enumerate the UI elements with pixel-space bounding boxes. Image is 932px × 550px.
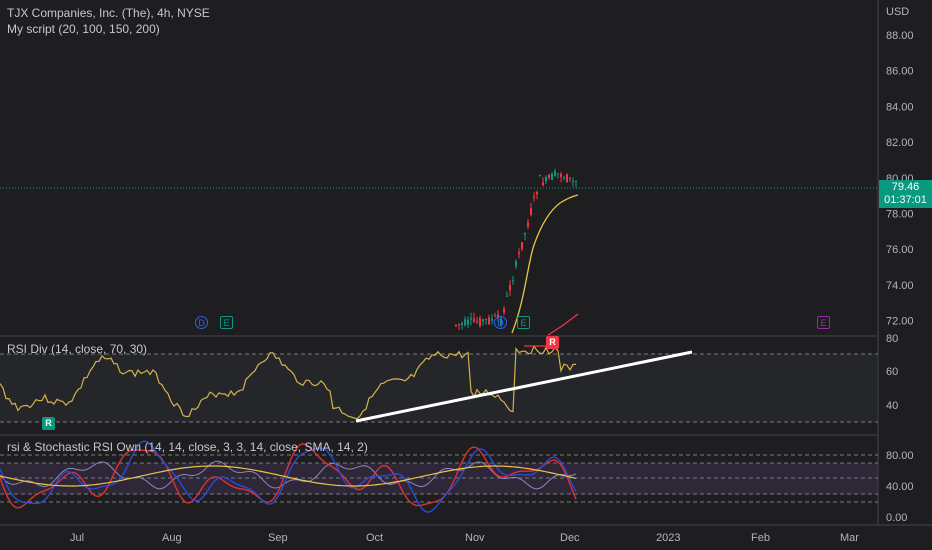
time-axis-tick: Oct [366,532,383,544]
price-axis-tick: 72.00 [886,316,914,328]
candle-body [518,252,520,255]
time-axis-tick: Dec [560,532,580,544]
candle-body [494,315,496,317]
bar-countdown: 01:37:01 [884,194,927,206]
candle-body [491,318,493,321]
bearish-signal-label[interactable]: R [546,336,559,349]
moving-average-line[interactable] [511,194,579,334]
stoch-axis-labels[interactable]: 80.00 40.00 0.00 [886,450,914,524]
time-axis-tick: Jul [70,532,84,544]
candle-body [533,196,535,198]
candle-body [548,175,550,178]
indicator-legend[interactable]: My script (20, 100, 150, 200) [7,22,160,36]
candle-body [524,233,526,235]
candle-body [482,319,484,322]
rsi-trendline[interactable] [355,350,693,423]
rsi-axis-tick: 40 [886,400,898,412]
rsi-legend[interactable]: RSI Div (14, close, 70, 30) [7,342,148,356]
candle-body [476,321,478,323]
candle-body [557,173,559,175]
candle-body [554,170,556,177]
price-axis-tick: 84.00 [886,101,914,113]
price-axis-labels[interactable]: 88.0086.0084.0082.0080.0078.0076.0074.00… [886,30,914,328]
dividend-icon[interactable]: D [494,316,507,329]
time-axis-tick: Sep [268,532,288,544]
stoch-rsi-line[interactable] [0,460,577,490]
candle-body [467,319,469,325]
candle-body [470,318,472,320]
candle-body [566,174,568,183]
candle-body [503,308,505,313]
candle-body [563,177,565,179]
earnings-icon[interactable]: E [220,316,233,329]
candle-body [506,295,508,297]
candle-body [572,180,574,182]
time-axis-tick: Aug [162,532,182,544]
red-signal-line [547,313,579,336]
candle-body [536,192,538,195]
candle-body [527,222,529,227]
upcoming-earnings-icon[interactable]: E [817,316,830,329]
rsi-axis-tick: 60 [886,366,898,378]
rsi-line[interactable] [0,344,577,420]
stoch-d-line[interactable] [0,440,577,513]
candle-body [530,208,532,215]
candle-body [551,173,553,180]
last-price: 79.46 [891,181,920,193]
candle-body [569,177,571,179]
candle-body [575,180,577,183]
price-axis-tick: 88.00 [886,30,914,42]
dividend-icon[interactable]: D [195,316,208,329]
stoch-axis-tick: 80.00 [886,450,914,462]
candlestick-series[interactable] [455,168,577,330]
candle-body [473,318,475,322]
candle-body [461,323,463,325]
candle-body [485,319,487,321]
candle-body [509,285,511,291]
candle-body [515,261,517,267]
last-price-tag: 79.46 01:37:01 [879,180,932,208]
time-axis-tick: Nov [465,532,485,544]
candle-body [539,174,541,177]
stoch-axis-tick: 40.00 [886,481,914,493]
price-axis-tick: 78.00 [886,209,914,221]
candle-body [560,173,562,177]
price-axis-tick: 82.00 [886,137,914,149]
earnings-icon[interactable]: E [517,316,530,329]
time-axis-tick: Mar [840,532,859,544]
price-axis-tick: 74.00 [886,280,914,292]
stoch-axis-tick: 0.00 [886,512,907,524]
time-axis-tick: Feb [751,532,770,544]
price-axis-tick: 76.00 [886,244,914,256]
rsi-axis-labels[interactable]: 80 60 40 [886,333,898,412]
rsi-band [0,354,878,422]
stoch-ma-line[interactable] [0,465,577,487]
candle-body [458,323,460,325]
candle-body [497,314,499,318]
time-axis-labels[interactable]: Jul Aug Sep Oct Nov Dec 2023 Feb Mar [70,532,859,544]
candle-body [488,317,490,324]
symbol-title[interactable]: TJX Companies, Inc. (The), 4h, NYSE [7,6,210,20]
candle-body [455,324,457,326]
bullish-signal-label[interactable]: R [42,417,55,430]
currency-label: USD [886,6,909,18]
price-axis-tick: 86.00 [886,66,914,78]
stoch-legend[interactable]: rsi & Stochastic RSI Own (14, 14, close,… [7,440,368,454]
candle-body [542,182,544,186]
stoch-k-line[interactable] [0,443,577,509]
rsi-axis-tick: 80 [886,333,898,345]
time-axis-tick: 2023 [656,532,680,544]
candle-body [512,280,514,282]
candle-body [464,319,466,326]
candle-body [521,242,523,249]
candle-body [479,318,481,327]
candle-body [545,176,547,182]
